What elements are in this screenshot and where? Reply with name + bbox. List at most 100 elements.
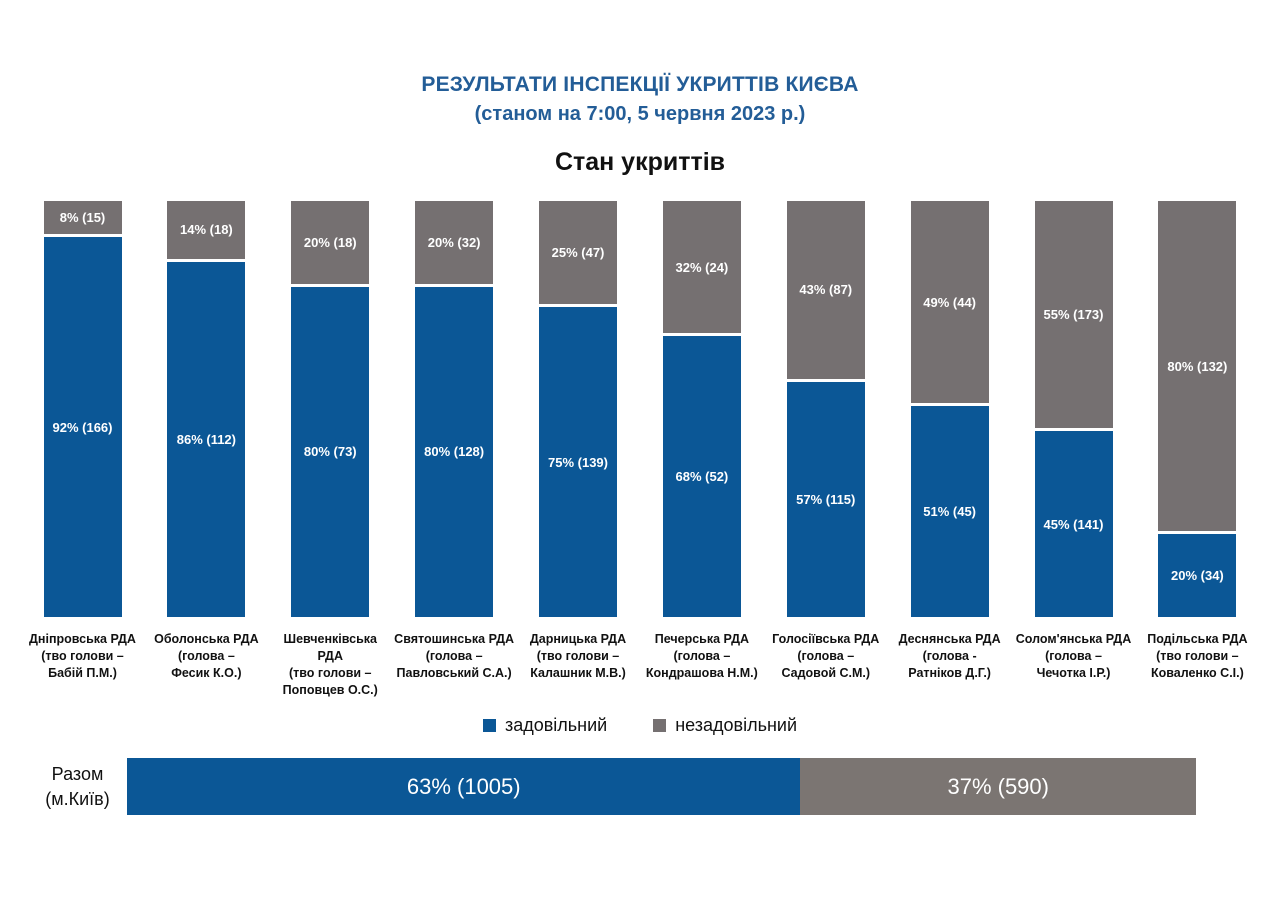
segment-value-label: 55% (173) bbox=[1043, 307, 1104, 323]
district-head-name: Кондрашова Н.М.) bbox=[645, 666, 758, 680]
segment-value-label: 68% (52) bbox=[675, 469, 729, 485]
district-head-role: (голова – bbox=[797, 649, 855, 663]
segment-divider bbox=[167, 258, 246, 262]
bar-segment-satisfactory: 86% (112) bbox=[167, 261, 246, 617]
district-head-role: (тво голови – bbox=[289, 666, 372, 680]
district-column: 20% (32) 80% (128) Святошинська РДА (гол… bbox=[393, 201, 515, 699]
segment-divider bbox=[415, 283, 494, 287]
segment-divider bbox=[539, 304, 617, 308]
district-name: Деснянська РДА bbox=[898, 632, 1001, 646]
total-row: Разом (м.Київ) 63% (1005) 37% (590) bbox=[28, 758, 1196, 815]
district-head-name: Ратніков Д.Г.) bbox=[908, 666, 991, 680]
stacked-bar: 20% (32) 80% (128) bbox=[415, 201, 494, 617]
segment-divider bbox=[1158, 531, 1237, 535]
district-head-name: Павловський С.А.) bbox=[396, 666, 512, 680]
total-unsatisfactory-value: 37% (590) bbox=[947, 773, 1049, 799]
stacked-bar: 25% (47) 75% (139) bbox=[539, 201, 617, 617]
bar-segment-satisfactory: 51% (45) bbox=[910, 406, 989, 617]
bar-segment-unsatisfactory: 20% (18) bbox=[291, 201, 370, 284]
district-column: 20% (18) 80% (73) Шевченківська РДА (тво… bbox=[272, 201, 389, 699]
district-label: Голосіївська РДА (голова – Садовой С.М.) bbox=[765, 631, 887, 682]
stacked-bar-chart: 8% (15) 92% (166) Дніпровська РДА (тво г… bbox=[24, 201, 1256, 699]
chart-legend: задовільний незадовільний bbox=[0, 715, 1280, 736]
segment-divider bbox=[1034, 428, 1113, 432]
district-head-name: Садовой С.М.) bbox=[781, 666, 871, 680]
bar-segment-satisfactory: 80% (128) bbox=[415, 286, 494, 617]
district-head-role: (тво голови – bbox=[536, 649, 620, 663]
segment-value-label: 25% (47) bbox=[551, 245, 605, 261]
legend-label: задовільний bbox=[504, 715, 608, 735]
bar-segment-unsatisfactory: 20% (32) bbox=[415, 201, 494, 284]
legend-item-satisfactory: задовільний bbox=[482, 715, 608, 736]
district-head-name: Коваленко С.І.) bbox=[1150, 666, 1244, 680]
district-label: Солом'янська РДА (голова – Чечотка І.Р.) bbox=[1013, 631, 1135, 682]
segment-value-label: 86% (112) bbox=[176, 431, 236, 447]
segment-value-label: 51% (45) bbox=[923, 504, 976, 520]
bar-segment-satisfactory: 75% (139) bbox=[539, 307, 617, 617]
district-head-role: (голова – bbox=[1045, 649, 1102, 663]
segment-value-label: 20% (32) bbox=[427, 234, 481, 250]
stacked-bar: 14% (18) 86% (112) bbox=[167, 201, 246, 617]
total-stacked-bar: 63% (1005) 37% (590) bbox=[127, 758, 1196, 815]
district-label: Оболонська РДА (голова – Фесик К.О.) bbox=[145, 631, 267, 682]
district-label: Деснянська РДА (голова - Ратніков Д.Г.) bbox=[889, 631, 1011, 682]
district-column: 49% (44) 51% (45) Деснянська РДА (голова… bbox=[891, 201, 1008, 699]
stacked-bar: 32% (24) 68% (52) bbox=[662, 201, 741, 617]
bar-segment-unsatisfactory: 80% (132) bbox=[1158, 201, 1237, 532]
segment-value-label: 32% (24) bbox=[675, 259, 729, 275]
district-name: Дніпровська РДА bbox=[29, 632, 136, 646]
segment-divider bbox=[291, 283, 370, 287]
gray-square-icon bbox=[653, 719, 667, 732]
chart-title: Стан укриттів bbox=[554, 148, 726, 176]
district-name: Солом'янська РДА bbox=[1015, 632, 1132, 646]
bar-segment-unsatisfactory: 55% (173) bbox=[1034, 201, 1113, 429]
segment-divider bbox=[786, 378, 865, 382]
district-column: 80% (132) 20% (34) Подільська РДА (тво г… bbox=[1139, 201, 1256, 699]
district-column: 25% (47) 75% (139) Дарницька РДА (тво го… bbox=[520, 201, 637, 699]
stacked-bar: 8% (15) 92% (166) bbox=[43, 201, 122, 617]
bar-segment-satisfactory: 20% (34) bbox=[1158, 534, 1237, 617]
district-head-name: Поповцев О.С.) bbox=[282, 683, 378, 697]
stacked-bar: 49% (44) 51% (45) bbox=[910, 201, 989, 617]
district-column: 14% (18) 86% (112) Оболонська РДА (голов… bbox=[148, 201, 265, 699]
district-name: Святошинська РДА bbox=[394, 632, 515, 646]
segment-value-label: 20% (34) bbox=[1171, 568, 1224, 584]
legend-label: незадовільний bbox=[675, 715, 798, 735]
segment-value-label: 75% (139) bbox=[548, 454, 608, 470]
bar-segment-satisfactory: 45% (141) bbox=[1034, 431, 1113, 617]
segment-value-label: 92% (166) bbox=[52, 419, 113, 435]
segment-value-label: 45% (141) bbox=[1043, 516, 1104, 532]
segment-value-label: 80% (128) bbox=[424, 444, 485, 460]
segment-value-label: 8% (15) bbox=[59, 210, 106, 226]
bar-segment-unsatisfactory: 14% (18) bbox=[167, 201, 246, 259]
stacked-bar: 80% (132) 20% (34) bbox=[1158, 201, 1237, 617]
segment-value-label: 20% (18) bbox=[303, 234, 357, 250]
segment-value-label: 49% (44) bbox=[923, 294, 976, 310]
total-label-line2: (м.Київ) bbox=[45, 788, 110, 809]
segment-value-label: 14% (18) bbox=[180, 222, 233, 238]
district-head-role: (голова – bbox=[177, 649, 235, 663]
district-head-name: Бабій П.М.) bbox=[48, 666, 117, 680]
total-segment-unsatisfactory: 37% (590) bbox=[800, 758, 1196, 815]
district-label: Святошинська РДА (голова – Павловський С… bbox=[393, 631, 515, 682]
district-name: Голосіївська РДА bbox=[772, 632, 880, 646]
blue-square-icon bbox=[482, 719, 496, 732]
district-head-name: Фесик К.О.) bbox=[171, 666, 242, 680]
district-label: Дніпровська РДА (тво голови – Бабій П.М.… bbox=[22, 631, 144, 682]
stacked-bar: 43% (87) 57% (115) bbox=[786, 201, 865, 617]
bar-segment-satisfactory: 92% (166) bbox=[43, 237, 122, 617]
report-title: РЕЗУЛЬТАТИ ІНСПЕКЦІЇ УКРИТТІВ КИЄВА bbox=[421, 73, 859, 96]
district-column: 32% (24) 68% (52) Печерська РДА (голова … bbox=[643, 201, 760, 699]
bar-segment-satisfactory: 80% (73) bbox=[291, 286, 370, 617]
district-name: Подільська РДА bbox=[1147, 632, 1248, 646]
district-label: Шевченківська РДА (тво голови – Поповцев… bbox=[269, 631, 391, 699]
district-label: Подільська РДА (тво голови – Коваленко С… bbox=[1136, 631, 1258, 682]
district-head-role: (тво голови – bbox=[1156, 649, 1239, 663]
segment-value-label: 57% (115) bbox=[796, 491, 856, 507]
segment-divider bbox=[43, 234, 122, 238]
segment-value-label: 80% (132) bbox=[1167, 358, 1228, 374]
stacked-bar: 20% (18) 80% (73) bbox=[291, 201, 370, 617]
district-column: 43% (87) 57% (115) Голосіївська РДА (гол… bbox=[767, 201, 884, 699]
segment-value-label: 80% (73) bbox=[303, 444, 357, 460]
total-label-line1: Разом bbox=[51, 763, 104, 784]
